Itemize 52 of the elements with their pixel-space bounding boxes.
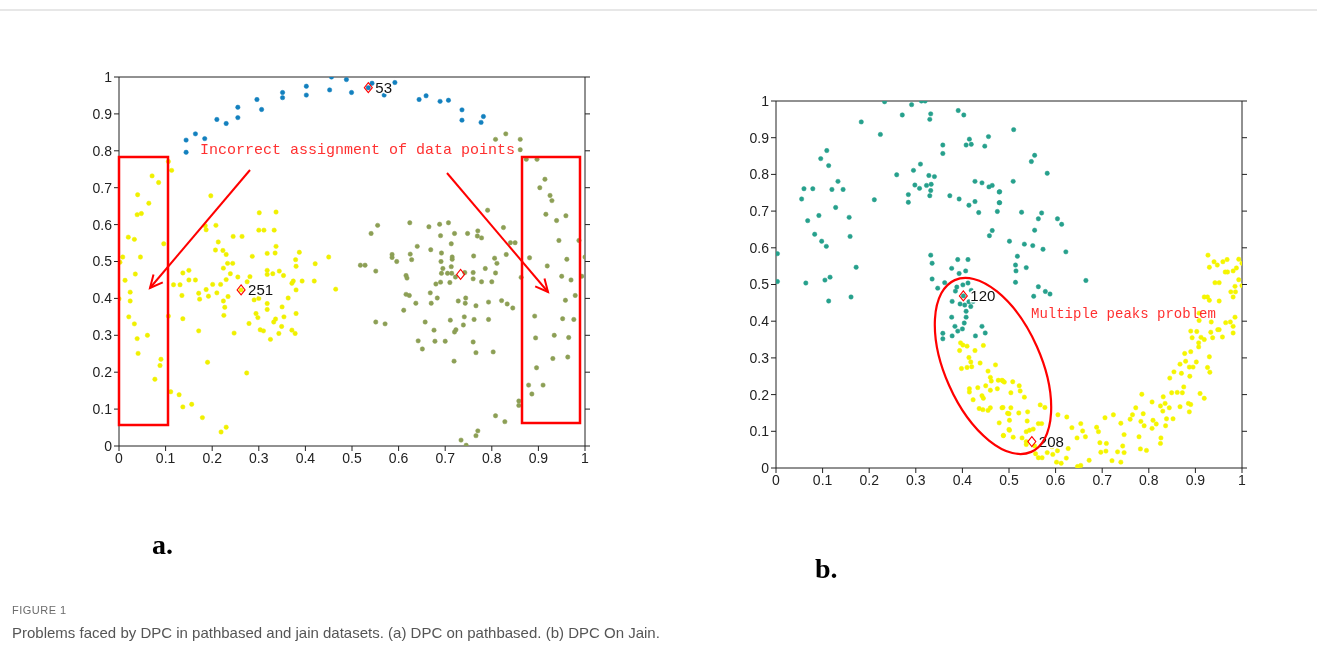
- x-tick-label: 0.2: [859, 471, 880, 488]
- x-tick-label: 1: [1238, 471, 1247, 488]
- y-tick-label: 0.7: [749, 203, 770, 220]
- annotation: 251: [248, 281, 274, 299]
- y-tick-label: 0.9: [92, 105, 113, 122]
- x-tick-label: 0.8: [482, 449, 502, 466]
- x-tick-label: 0.1: [155, 449, 176, 466]
- annotation: 53: [375, 79, 392, 97]
- x-tick-label: 0.5: [999, 471, 1019, 488]
- y-tick-label: 0.7: [92, 179, 113, 196]
- y-tick-label: 0.1: [92, 401, 113, 418]
- x-tick-label: 0.7: [435, 449, 456, 466]
- x-tick-label: 0.2: [202, 449, 223, 466]
- y-tick-label: 0.5: [749, 276, 770, 293]
- y-tick-label: 0.4: [749, 313, 770, 330]
- annotation: 120: [970, 287, 996, 305]
- x-tick-label: 0.9: [528, 449, 549, 466]
- y-tick-label: 0.2: [749, 386, 770, 403]
- x-tick-label: 0.8: [1139, 471, 1159, 488]
- y-tick-label: 0.6: [92, 216, 113, 233]
- y-tick-label: 1: [761, 92, 770, 109]
- y-tick-label: 0.2: [92, 364, 113, 381]
- y-tick-label: 0.3: [749, 349, 770, 366]
- y-tick-label: 1: [104, 68, 113, 85]
- x-tick-label: 0.5: [342, 449, 362, 466]
- x-tick-label: 0.3: [249, 449, 269, 466]
- text: a.: [152, 528, 173, 562]
- x-tick-label: 0.4: [295, 449, 316, 466]
- y-tick-label: 0.5: [92, 253, 113, 270]
- annotation: Multiple peaks problem: [1031, 306, 1216, 323]
- y-tick-label: 0.1: [749, 423, 770, 440]
- y-tick-label: 0.8: [92, 142, 113, 159]
- x-tick-label: 0.3: [906, 471, 926, 488]
- x-tick-label: 0: [115, 449, 124, 466]
- x-tick-label: 1: [581, 449, 590, 466]
- x-tick-label: 0: [772, 471, 781, 488]
- x-tick-label: 0.4: [952, 471, 973, 488]
- y-tick-label: 0.9: [749, 129, 770, 146]
- x-tick-label: 0.9: [1185, 471, 1206, 488]
- y-tick-label: 0.8: [749, 166, 770, 183]
- x-tick-label: 0.6: [1045, 471, 1066, 488]
- text: Problems faced by DPC in pathbased and jain datasets. (a) DPC on pathbased. (b) DPC On Jain.: [12, 624, 660, 642]
- y-tick-label: 0.3: [92, 327, 113, 344]
- y-tick-label: 0.4: [92, 290, 113, 307]
- x-tick-label: 0.7: [1092, 471, 1113, 488]
- x-tick-label: 0.1: [812, 471, 833, 488]
- y-tick-label: 0.6: [749, 239, 770, 256]
- annotation: Incorrect assignment of data points: [200, 142, 516, 160]
- y-tick-label: 0: [104, 437, 113, 454]
- x-tick-label: 0.6: [388, 449, 409, 466]
- text: b.: [815, 552, 838, 586]
- caption: FIGURE 1: [12, 604, 67, 618]
